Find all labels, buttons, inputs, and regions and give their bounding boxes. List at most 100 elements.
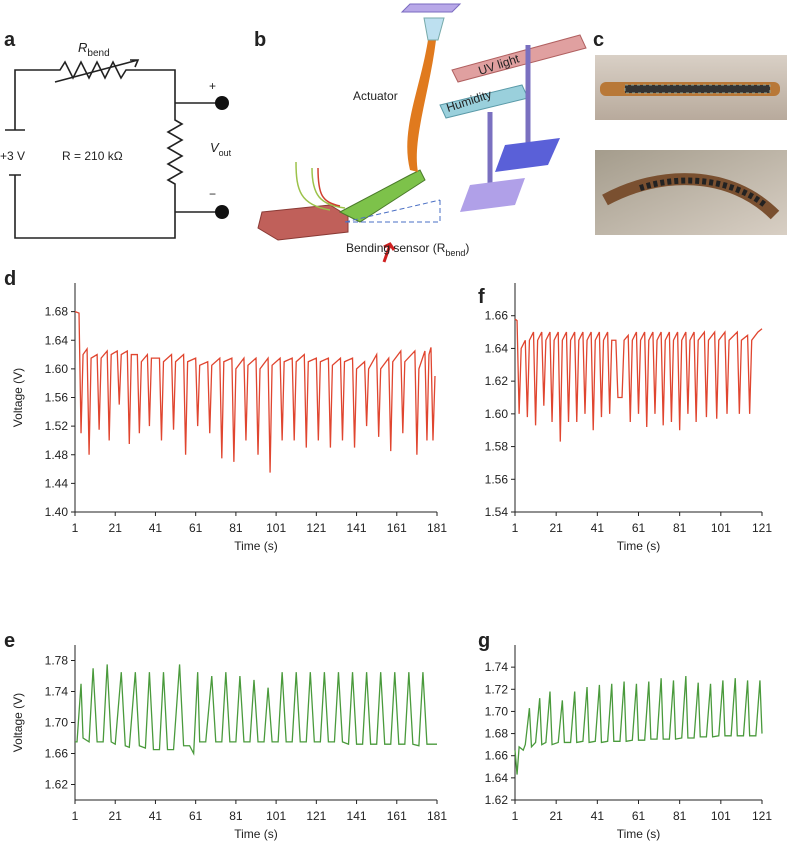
x-tick-label: 81	[673, 521, 687, 535]
wire	[295, 161, 346, 211]
y-tick-label: 1.48	[45, 448, 69, 462]
x-tick-label: 1	[72, 521, 79, 535]
vout-label: Vout	[210, 140, 232, 158]
bend-guide	[344, 199, 441, 223]
y-tick-label: 1.66	[485, 309, 509, 323]
text: bend	[445, 248, 465, 258]
uv-light	[451, 34, 587, 83]
data-line	[74, 311, 436, 473]
panel-label: f	[478, 286, 485, 308]
y-tick-label: 1.44	[45, 476, 69, 490]
wire	[14, 60, 222, 239]
x-tick-label: 101	[266, 521, 286, 535]
text: Bending sensor (R	[346, 241, 446, 255]
x-tick-label: 101	[266, 809, 286, 823]
x-tick-label: 181	[427, 521, 447, 535]
x-tick-label: 61	[189, 521, 203, 535]
x-tick-label: 21	[549, 521, 563, 535]
sensor-pattern	[624, 84, 771, 94]
y-tick-label: 1.70	[45, 716, 69, 730]
y-tick-label: 1.72	[485, 682, 509, 696]
x-tick-label: 181	[427, 809, 447, 823]
x-tick-label: 81	[673, 809, 687, 823]
x-tick-label: 121	[306, 521, 326, 535]
x-tick-label: 121	[752, 809, 772, 823]
y-tick-label: 1.64	[45, 333, 69, 347]
y-tick-label: 1.66	[485, 749, 509, 763]
panel-label: d	[4, 268, 16, 290]
sensor-label: Bending sensor (Rbend)	[346, 241, 469, 258]
x-tick-label: 101	[711, 809, 731, 823]
setup-diagram: b Actuator UV light Humidity Bending sen…	[254, 3, 587, 263]
x-tick-label: 81	[229, 809, 243, 823]
text: V	[210, 140, 220, 155]
photos: c	[593, 29, 787, 235]
x-tick-label: 121	[752, 521, 772, 535]
y-tick-label: 1.74	[45, 685, 69, 699]
y-tick-label: 1.74	[485, 660, 509, 674]
x-tick-label: 41	[591, 521, 605, 535]
panel-label: b	[254, 29, 266, 51]
x-tick-label: 1	[512, 521, 519, 535]
wire	[317, 167, 341, 207]
y-tick-label: 1.62	[485, 793, 509, 807]
plus: +	[209, 79, 216, 93]
x-tick-label: 141	[347, 521, 367, 535]
x-tick-label: 21	[109, 521, 123, 535]
data-line	[514, 675, 763, 775]
variable-arrow	[54, 59, 140, 83]
y-tick-label: 1.40	[45, 505, 69, 519]
actuator-label: Actuator	[353, 89, 398, 103]
x-tick-label: 141	[347, 809, 367, 823]
x-tick-label: 161	[387, 809, 407, 823]
text: out	[219, 148, 232, 158]
y-tick-label: 1.78	[45, 654, 69, 668]
y-axis-label: Voltage (V)	[11, 693, 25, 752]
y-tick-label: 1.58	[485, 440, 509, 454]
x-tick-label: 161	[387, 521, 407, 535]
minus: −	[209, 187, 216, 201]
x-tick-label: 61	[632, 809, 646, 823]
stand-base	[495, 138, 560, 172]
x-tick-label: 61	[189, 809, 203, 823]
x-tick-label: 21	[549, 809, 563, 823]
data-line	[75, 664, 437, 756]
stand-base	[460, 178, 525, 212]
y-tick-label: 1.68	[485, 727, 509, 741]
resistor-label: R = 210 kΩ	[62, 149, 123, 163]
y-tick-label: 1.68	[45, 305, 69, 319]
mount	[400, 3, 462, 13]
sensor-strip	[338, 169, 426, 223]
charts: d1.401.441.481.521.561.601.641.681 21 41 61…	[4, 268, 772, 841]
x-tick-label: 41	[591, 809, 605, 823]
y-tick-label: 1.64	[485, 771, 509, 785]
x-tick-label: 61	[632, 521, 646, 535]
text: R	[78, 40, 87, 55]
y-tick-label: 1.56	[45, 391, 69, 405]
x-axis-label: Time (s)	[234, 827, 278, 841]
actuator	[407, 40, 436, 172]
x-tick-label: 21	[109, 809, 123, 823]
y-tick-label: 1.62	[485, 374, 509, 388]
x-tick-label: 81	[229, 521, 243, 535]
x-tick-label: 101	[711, 521, 731, 535]
y-axis-label: Voltage (V)	[11, 368, 25, 427]
x-axis-label: Time (s)	[617, 827, 661, 841]
y-tick-label: 1.66	[45, 747, 69, 761]
y-tick-label: 1.60	[485, 407, 509, 421]
r-bend-label: Rbend	[78, 40, 110, 59]
terminal	[215, 205, 229, 219]
x-axis-label: Time (s)	[617, 539, 661, 553]
clamp	[423, 17, 445, 41]
panel-label: g	[478, 630, 490, 652]
x-tick-label: 1	[72, 809, 79, 823]
sensor-pattern	[639, 177, 767, 208]
y-tick-label: 1.56	[485, 472, 509, 486]
arrow	[382, 242, 396, 263]
stand	[487, 45, 531, 188]
panel-label: c	[593, 29, 604, 51]
x-tick-label: 41	[149, 521, 163, 535]
panel-label: e	[4, 630, 15, 652]
panel-label: a	[4, 29, 16, 51]
circuit: a Rbend + − +3 V R = 210 kΩ Vout	[0, 29, 232, 239]
